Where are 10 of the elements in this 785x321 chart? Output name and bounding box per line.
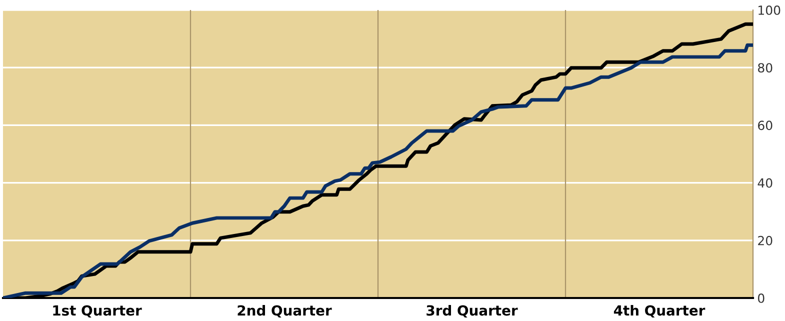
x-tick-label: 2nd Quarter	[238, 304, 332, 318]
x-tick-label: 1st Quarter	[53, 305, 142, 318]
x-tick-label: 3rd Quarter	[426, 304, 518, 318]
y-tick-label: 20	[758, 236, 772, 246]
y-tick-label: 40	[758, 178, 772, 188]
y-tick-label: 60	[758, 120, 772, 130]
x-tick-label: 4th Quarter	[614, 304, 706, 318]
y-tick-label: 100	[758, 5, 780, 15]
y-tick-label: 0	[758, 293, 764, 303]
y-tick-label: 80	[758, 63, 772, 73]
